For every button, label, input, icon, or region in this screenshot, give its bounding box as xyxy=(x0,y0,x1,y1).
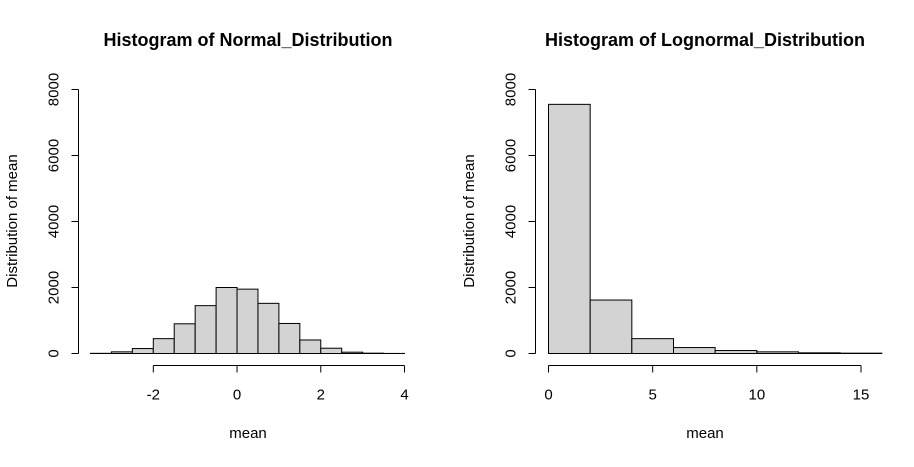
normal-histogram-x-label: mean xyxy=(229,425,267,442)
lognormal-y-tick-label: 8000 xyxy=(503,73,520,106)
lognormal-y-tick-label: 2000 xyxy=(503,271,520,304)
normal-histogram-bar xyxy=(153,339,174,354)
lognormal-histogram-bars xyxy=(549,104,882,353)
lognormal-histogram-x-axis: 0 5 10 15 xyxy=(544,366,869,404)
normal-histogram-y-axis: 0 2000 4000 6000 8000 xyxy=(46,73,79,358)
normal-histogram-y-label: Distribution of mean xyxy=(4,154,21,287)
lognormal-histogram-bar xyxy=(715,351,757,354)
normal-y-tick-label: 6000 xyxy=(46,139,63,172)
normal-histogram-bar xyxy=(321,348,342,353)
lognormal-histogram-title: Histogram of Lognormal_Distribution xyxy=(545,30,865,50)
normal-y-tick-label: 2000 xyxy=(46,271,63,304)
normal-histogram-bar xyxy=(174,324,195,354)
normal-y-tick-label: 8000 xyxy=(46,73,63,106)
normal-histogram-bar xyxy=(216,288,237,354)
normal-histogram-bar xyxy=(300,340,321,354)
lognormal-y-tick-label: 4000 xyxy=(503,205,520,238)
normal-histogram-bar xyxy=(342,352,363,353)
normal-histogram-bar xyxy=(237,289,258,353)
lognormal-histogram-bar xyxy=(674,348,716,354)
normal-y-tick-label: 0 xyxy=(46,349,63,357)
lognormal-y-tick-label: 6000 xyxy=(503,139,520,172)
normal-histogram-bar xyxy=(279,323,300,353)
normal-histogram-title: Histogram of Normal_Distribution xyxy=(103,30,392,50)
normal-x-tick-label: -2 xyxy=(147,387,160,404)
lognormal-histogram-bar xyxy=(757,352,799,354)
normal-histogram-bar xyxy=(132,349,153,354)
normal-x-tick-label: 4 xyxy=(400,387,408,404)
lognormal-histogram-y-label: Distribution of mean xyxy=(461,154,478,287)
lognormal-histogram-bar xyxy=(549,104,591,353)
normal-histogram-x-axis: -2 0 2 4 xyxy=(147,366,409,404)
normal-x-tick-label: 0 xyxy=(233,387,241,404)
normal-histogram-bar xyxy=(258,303,279,353)
lognormal-x-tick-label: 10 xyxy=(748,387,765,404)
lognormal-histogram-x-label: mean xyxy=(686,425,724,442)
lognormal-histogram-bar xyxy=(590,300,632,353)
normal-histogram-panel: Histogram of Normal_Distribution mean Di… xyxy=(4,30,409,442)
lognormal-y-tick-label: 0 xyxy=(503,349,520,357)
lognormal-histogram-bar xyxy=(799,353,841,354)
normal-x-tick-label: 2 xyxy=(317,387,325,404)
normal-histogram-bars xyxy=(91,288,405,354)
lognormal-x-tick-label: 5 xyxy=(648,387,656,404)
lognormal-x-tick-label: 15 xyxy=(853,387,870,404)
normal-y-tick-label: 4000 xyxy=(46,205,63,238)
normal-histogram-bar xyxy=(111,352,132,354)
lognormal-histogram-y-axis: 0 2000 4000 6000 8000 xyxy=(503,73,536,358)
lognormal-x-tick-label: 0 xyxy=(544,387,552,404)
lognormal-histogram-panel: Histogram of Lognormal_Distribution mean… xyxy=(461,30,882,442)
lognormal-histogram-bar xyxy=(632,339,674,354)
normal-histogram-bar xyxy=(195,306,216,354)
